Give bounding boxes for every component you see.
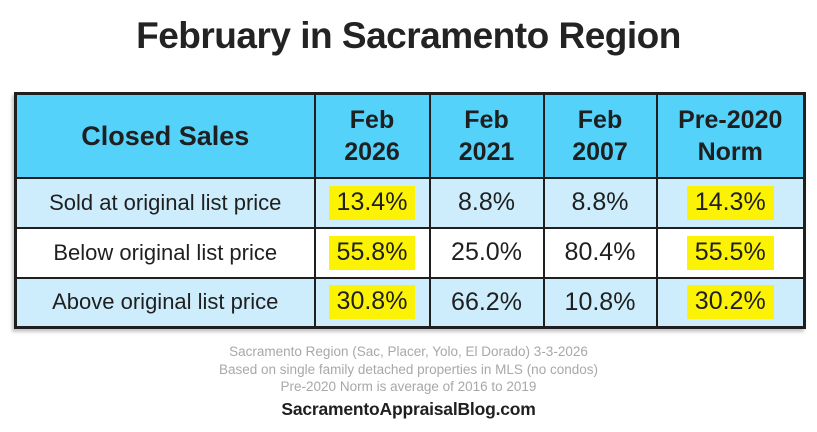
column-header-line1: Feb <box>577 105 623 134</box>
value: 10.8% <box>564 287 636 316</box>
footer-note-mls: Based on single family detached properti… <box>219 361 598 377</box>
value-cell: 25.0% <box>428 226 545 279</box>
value-cell: 10.8% <box>542 276 658 329</box>
column-header-line1: Pre-2020 <box>678 105 783 134</box>
value-cell: 30.8% <box>313 276 431 329</box>
row-label: Above original list price <box>14 276 316 329</box>
corner-header-closed-sales: Closed Sales <box>14 92 316 179</box>
highlighted-value: 55.5% <box>686 235 774 270</box>
column-header-line2: 2007 <box>572 137 628 166</box>
highlighted-value: 30.2% <box>686 285 774 320</box>
value-cell: 8.8% <box>542 176 658 229</box>
table-row-above-original: Above original list price 30.8% 66.2% 10… <box>14 276 806 329</box>
column-header-line2: 2026 <box>344 137 400 166</box>
footer-notes: Sacramento Region (Sac, Placer, Yolo, El… <box>0 343 817 420</box>
column-header-feb-2021: Feb 2021 <box>428 92 545 179</box>
value-cell: 66.2% <box>428 276 545 329</box>
table-row-sold-at-original: Sold at original list price 13.4% 8.8% 8… <box>14 176 806 229</box>
value-cell: 55.8% <box>313 226 431 279</box>
value: 8.8% <box>458 188 515 216</box>
column-header-line2: 2021 <box>458 137 515 166</box>
column-header-feb-2026: Feb 2026 <box>313 92 431 179</box>
column-header-line2: Norm <box>697 137 763 166</box>
column-header-feb-2007: Feb 2007 <box>542 92 658 179</box>
value-cell: 30.2% <box>655 276 806 329</box>
value-cell: 8.8% <box>428 176 545 229</box>
value: 25.0% <box>451 238 522 266</box>
value-cell: 80.4% <box>542 226 658 279</box>
row-label: Sold at original list price <box>14 176 316 229</box>
value: 8.8% <box>571 188 629 216</box>
value: 80.4% <box>564 238 636 266</box>
column-header-line1: Feb <box>349 105 395 134</box>
footer-note-region-date: Sacramento Region (Sac, Placer, Yolo, El… <box>229 344 588 359</box>
column-header-pre-2020-norm: Pre-2020 Norm <box>655 92 806 179</box>
value-cell: 13.4% <box>313 176 431 229</box>
highlighted-value: 30.8% <box>328 285 416 320</box>
value: 66.2% <box>451 287 522 316</box>
closed-sales-table: Closed Sales Feb 2026 Feb 2021 Feb 2007 … <box>14 92 806 329</box>
highlighted-value: 13.4% <box>328 185 416 220</box>
row-label: Below original list price <box>14 226 316 279</box>
site-name: SacramentoAppraisalBlog.com <box>281 398 536 419</box>
value-cell: 14.3% <box>655 176 806 229</box>
footer-note-pre2020-norm: Pre-2020 Norm is average of 2016 to 2019 <box>280 379 537 394</box>
column-header-line1: Feb <box>464 105 509 134</box>
highlighted-value: 55.8% <box>328 235 416 270</box>
page-title: February in Sacramento Region <box>136 15 681 56</box>
highlighted-value: 14.3% <box>686 185 774 220</box>
table-header-row: Closed Sales Feb 2026 Feb 2021 Feb 2007 … <box>14 92 806 179</box>
table-row-below-original: Below original list price 55.8% 25.0% 80… <box>14 226 806 279</box>
value-cell: 55.5% <box>655 226 806 279</box>
